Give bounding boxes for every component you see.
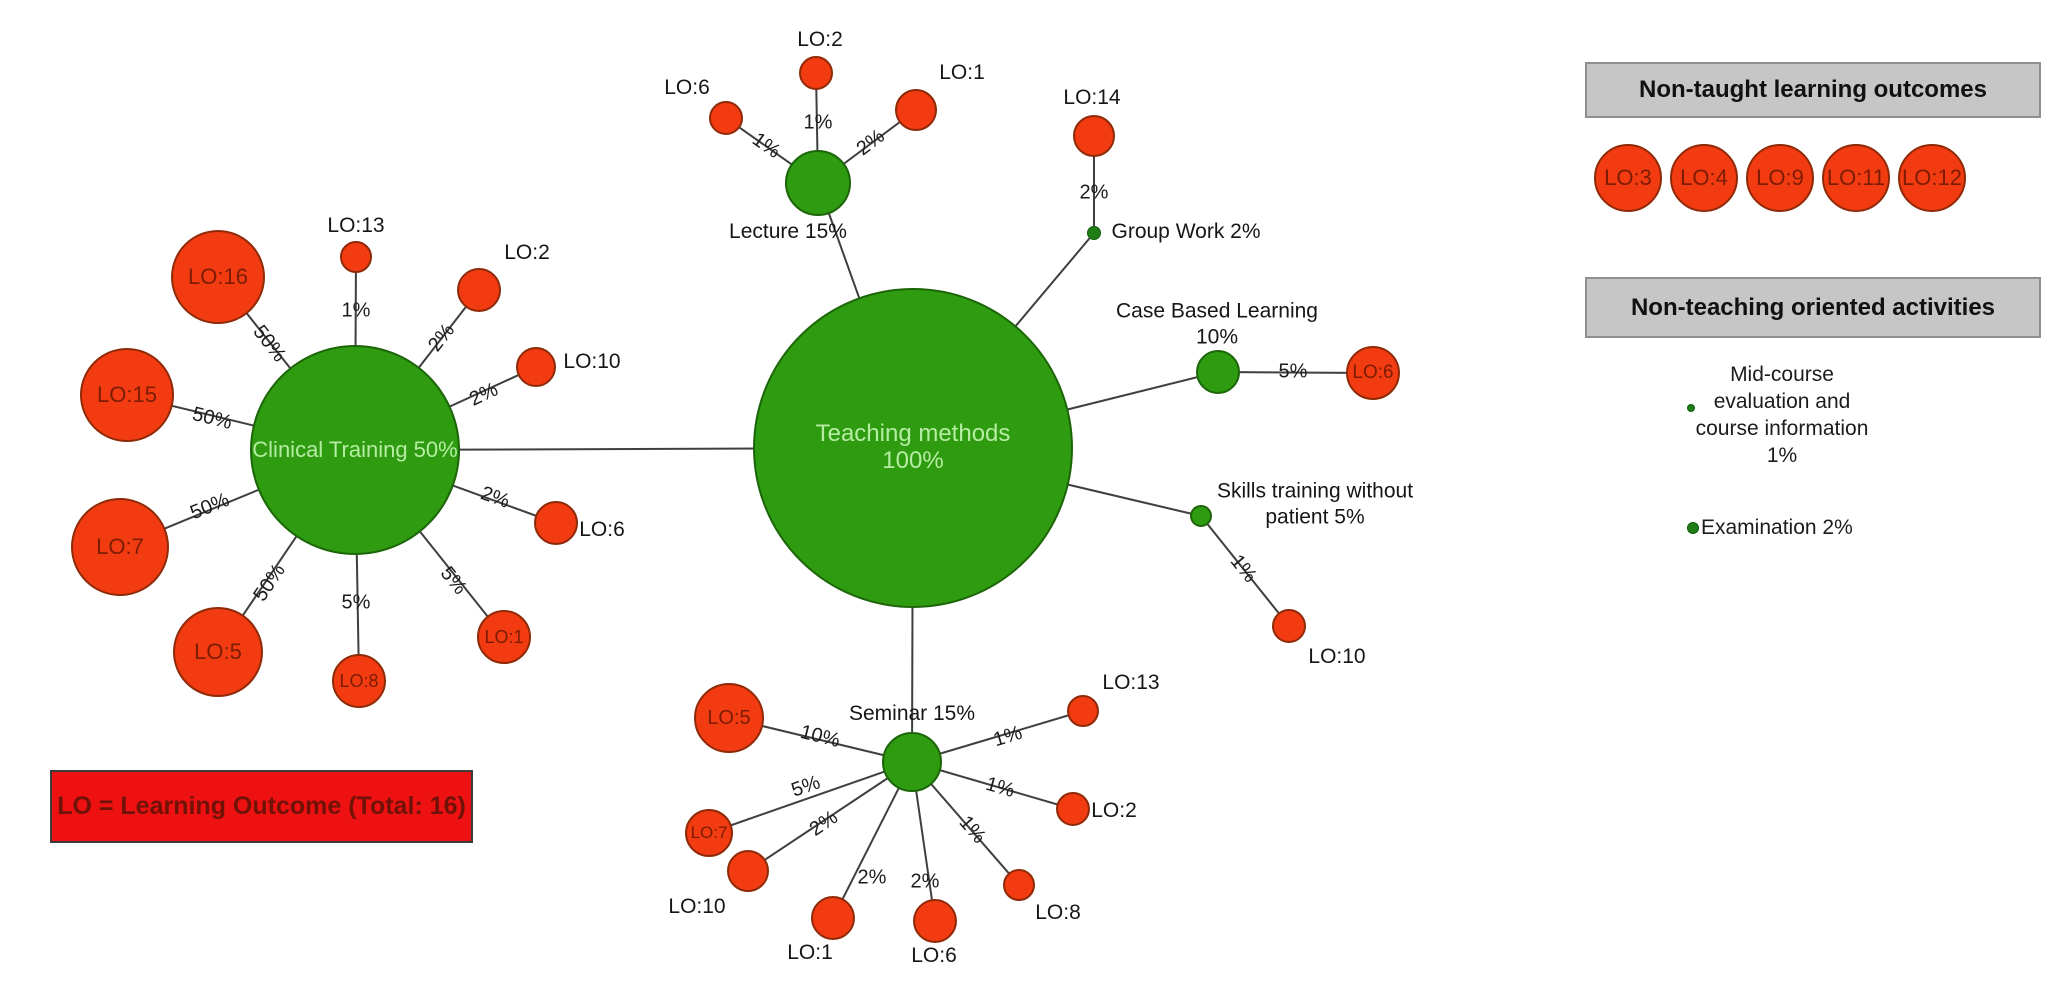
non-taught-outcomes-row: LO:3 LO:4 LO:9 LO:11 LO:12 [1594, 144, 1966, 212]
node-lec-lo6 [709, 101, 743, 135]
edge-percent-label: 2% [857, 866, 887, 889]
node-sem-lo13 [1067, 695, 1099, 727]
node-seminar [882, 732, 942, 792]
node-sem-lo1 [811, 896, 855, 940]
node-label-sem-lo10: LO:10 [668, 895, 726, 919]
legend-text: LO = Learning Outcome (Total: 16) [57, 792, 466, 820]
node-ct-lo5: LO:5 [173, 607, 263, 697]
node-mid-course-dot [1687, 404, 1695, 412]
node-ct-lo10 [516, 347, 556, 387]
node-sem-lo5: LO:5 [694, 683, 764, 753]
node-label-lec-lo2: LO:2 [797, 28, 843, 52]
node-sem-lo7: LO:7 [685, 809, 733, 857]
node-label-group-work: Group Work 2% [1111, 220, 1261, 244]
edge-line [708, 761, 913, 834]
non-taught-outcome-circle: LO:11 [1822, 144, 1890, 212]
node-label-sem-lo8: LO:8 [1035, 901, 1081, 925]
node-examination-dot [1687, 522, 1699, 534]
non-taught-outcome-circle: LO:4 [1670, 144, 1738, 212]
node-ct-lo16: LO:16 [171, 230, 265, 324]
node-label-gw-lo14: LO:14 [1063, 86, 1121, 110]
legend-box: LO = Learning Outcome (Total: 16) [50, 770, 473, 843]
mid-course-item: Mid-course evaluation and course informa… [1672, 361, 1892, 469]
node-label-ct-lo5: LO:5 [194, 638, 242, 664]
node-ct-lo2 [457, 268, 501, 312]
non-taught-outcome-circle: LO:9 [1746, 144, 1814, 212]
node-label-lec-lo6: LO:6 [664, 76, 710, 100]
mid-course-line-4: 1% [1766, 444, 1798, 467]
node-ct-lo15: LO:15 [80, 348, 174, 442]
node-label-sem-lo5: LO:5 [707, 706, 751, 729]
non-taught-header: Non-taught learning outcomes [1585, 62, 2041, 118]
non-taught-outcome-circle: LO:3 [1594, 144, 1662, 212]
node-label-cbl-lo6: LO:6 [1352, 362, 1394, 384]
node-lecture [785, 150, 851, 216]
node-label-skills-training: Skills training without patient 5% [1216, 479, 1414, 528]
node-skills-training [1190, 505, 1212, 527]
node-ct-lo8: LO:8 [332, 654, 386, 708]
node-ct-lo13 [340, 241, 372, 273]
node-label-ct-lo13: LO:13 [327, 214, 385, 238]
node-ct-lo1: LO:1 [477, 610, 531, 664]
node-group-work [1087, 226, 1101, 240]
non-teaching-header: Non-teaching oriented activities [1585, 277, 2041, 338]
edge-percent-label: 1% [803, 111, 833, 134]
node-ct-lo6 [534, 501, 578, 545]
node-label-ct-lo1: LO:1 [484, 626, 524, 647]
non-taught-title: Non-taught learning outcomes [1639, 76, 1987, 103]
node-case-based-learning [1196, 350, 1240, 394]
node-sem-lo10 [727, 850, 769, 892]
node-cbl-lo6: LO:6 [1346, 346, 1400, 400]
node-sem-lo8 [1003, 869, 1035, 901]
mid-course-line-1: Mid-course [1730, 363, 1834, 386]
node-label-sem-lo13: LO:13 [1102, 671, 1160, 695]
node-label-ct-lo8: LO:8 [339, 670, 379, 691]
edge-percent-label: 2% [910, 870, 940, 893]
node-lec-lo1 [895, 89, 937, 131]
node-clinical: Clinical Training 50% [250, 345, 460, 555]
edge-percent-label: 5% [341, 591, 371, 614]
node-label-ct-lo2: LO:2 [504, 241, 550, 265]
node-label-ct-lo6: LO:6 [579, 518, 625, 542]
node-label-ct-lo7: LO:7 [96, 533, 144, 559]
node-label-sk-lo10: LO:10 [1308, 645, 1366, 669]
node-label-lec-lo1: LO:1 [939, 61, 985, 85]
mid-course-line-2: evaluation and [1713, 390, 1851, 413]
node-sk-lo10 [1272, 609, 1306, 643]
node-label-ct-lo15: LO:15 [97, 381, 157, 407]
edge-line [747, 761, 913, 872]
node-label-ct-lo16: LO:16 [188, 263, 248, 289]
node-label-clinical: Clinical Training 50% [252, 436, 458, 462]
node-ct-lo7: LO:7 [71, 498, 169, 596]
non-taught-outcome-circle: LO:12 [1898, 144, 1966, 212]
node-teaching: Teaching methods 100% [753, 288, 1073, 608]
edge-percent-label: 1% [341, 299, 371, 322]
node-sem-lo2 [1056, 792, 1090, 826]
edge-line [1200, 515, 1290, 627]
node-sem-lo6 [913, 899, 957, 943]
node-label-sem-lo1: LO:1 [787, 941, 833, 965]
node-label-ct-lo10: LO:10 [563, 350, 621, 374]
node-label-lecture: Lecture 15% [729, 220, 847, 244]
node-label-sem-lo6: LO:6 [911, 944, 957, 968]
node-label-case-based-learning: Case Based Learning 10% [1116, 299, 1318, 348]
node-lec-lo2 [799, 56, 833, 90]
examination-item: Examination 2% [1701, 516, 1853, 539]
non-teaching-title: Non-teaching oriented activities [1630, 293, 1996, 321]
edge-percent-label: 2% [1079, 181, 1109, 204]
node-label-teaching: 100% [882, 447, 944, 474]
mid-course-line-3: course information [1695, 417, 1869, 440]
node-gw-lo14 [1073, 115, 1115, 157]
node-label-sem-lo7: LO:7 [690, 823, 728, 843]
edge-percent-label: 5% [1278, 360, 1308, 383]
node-label-sem-lo2: LO:2 [1091, 799, 1137, 823]
node-label-teaching: Teaching methods [815, 420, 1011, 448]
node-label-seminar: Seminar 15% [848, 702, 976, 726]
